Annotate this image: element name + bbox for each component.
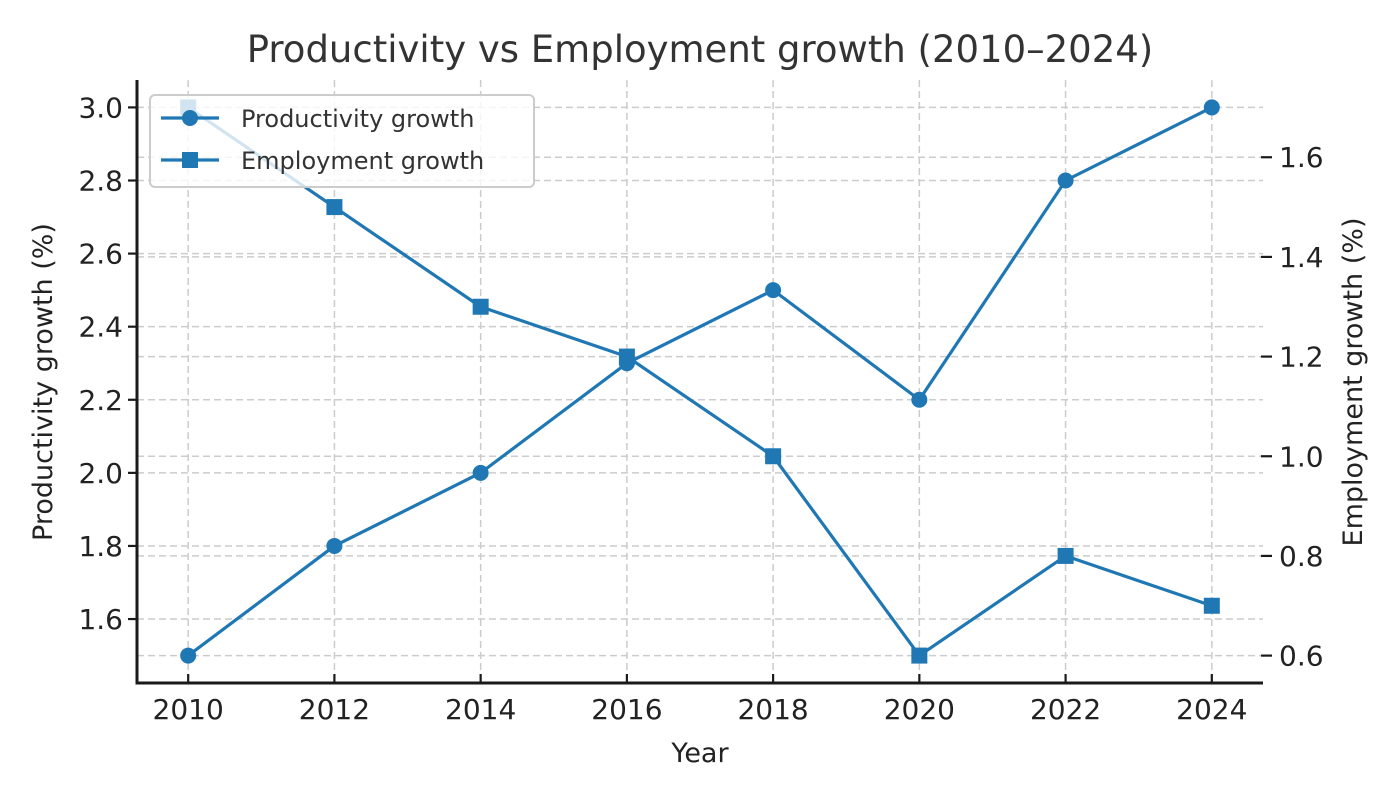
data-point-square xyxy=(326,199,343,216)
data-point-square xyxy=(911,647,928,664)
legend-item: Productivity growth xyxy=(161,105,474,133)
data-point-square xyxy=(1203,597,1220,614)
y-axis-left-label: Productivity growth (%) xyxy=(28,223,59,541)
legend-box xyxy=(149,94,535,188)
y-left-tick-label: 2.4 xyxy=(78,311,123,344)
y-left-tick-label: 2.6 xyxy=(78,238,123,271)
y-right-tick-label: 0.6 xyxy=(1279,640,1324,673)
x-tick-label: 2024 xyxy=(1176,693,1247,726)
data-point-circle xyxy=(765,282,782,299)
y-right-tick-label: 0.8 xyxy=(1279,540,1324,573)
data-point-circle xyxy=(618,355,635,372)
y-left-tick-label: 2.2 xyxy=(78,384,123,417)
data-point-square xyxy=(1057,547,1074,564)
x-tick-label: 2018 xyxy=(737,693,808,726)
x-tick-label: 2012 xyxy=(299,693,370,726)
data-point-circle xyxy=(180,647,197,664)
legend: Productivity growth Employment growth xyxy=(149,94,535,188)
data-point-square xyxy=(472,298,489,315)
series-line xyxy=(187,106,1213,658)
data-point-square xyxy=(765,448,782,465)
series-productivity-growth xyxy=(180,99,1220,664)
y-left-tick-label: 1.6 xyxy=(78,603,123,636)
legend-item: Employment growth xyxy=(161,147,484,175)
series-line xyxy=(187,105,1213,657)
data-point-circle xyxy=(326,537,343,554)
legend-square-marker-icon xyxy=(182,152,198,168)
data-point-circle xyxy=(911,391,928,408)
x-tick-label: 2014 xyxy=(445,693,516,726)
y-axis-right-label: Employment growth (%) xyxy=(1338,218,1369,547)
legend-label: Employment growth xyxy=(241,147,484,175)
x-tick-label: 2022 xyxy=(1030,693,1101,726)
y-right-tick-label: 1.4 xyxy=(1279,241,1324,274)
y-right-tick-label: 1.0 xyxy=(1279,440,1324,473)
y-left-tick-label: 2.8 xyxy=(78,165,123,198)
x-axis-label: Year xyxy=(670,738,729,769)
x-tick-label: 2020 xyxy=(884,693,955,726)
y-left-tick-label: 3.0 xyxy=(78,91,123,124)
data-point-circle xyxy=(1203,99,1220,116)
legend-label: Productivity growth xyxy=(241,105,474,133)
x-tick-label: 2016 xyxy=(591,693,662,726)
x-tick-label: 2010 xyxy=(153,693,224,726)
y-left-tick-label: 2.0 xyxy=(78,457,123,490)
y-right-tick-label: 1.2 xyxy=(1279,341,1324,374)
y-right-tick-label: 1.6 xyxy=(1279,141,1324,174)
axes: 2010 2012 2014 2016 2018 2020 2022 2024 1.6 1.8 2.… xyxy=(78,80,1324,726)
y-left-tick-label: 1.8 xyxy=(78,530,123,563)
legend-circle-marker-icon xyxy=(182,110,198,126)
data-point-circle xyxy=(472,464,489,481)
data-point-circle xyxy=(1057,172,1074,189)
chart-title: Productivity vs Employment growth (2010–… xyxy=(247,28,1153,71)
